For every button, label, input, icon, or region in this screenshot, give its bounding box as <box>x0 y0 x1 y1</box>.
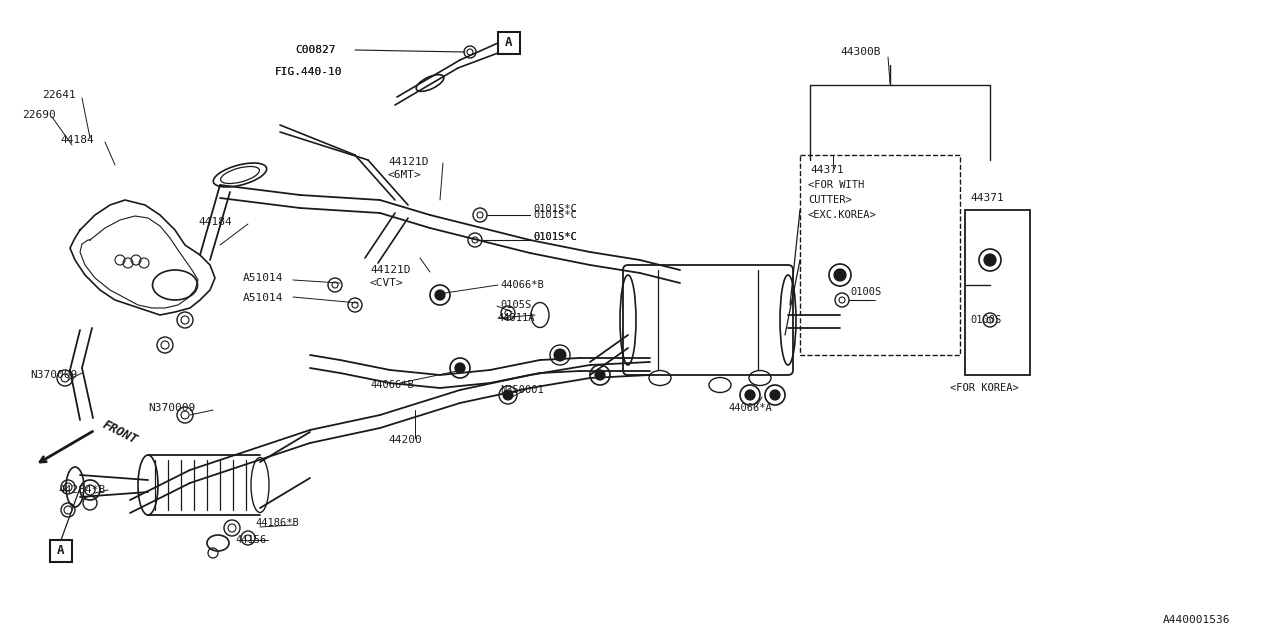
Text: C00827: C00827 <box>294 45 335 55</box>
Text: N370009: N370009 <box>29 370 77 380</box>
Text: 44371: 44371 <box>810 165 844 175</box>
Bar <box>50 540 72 562</box>
Text: 0101S*C: 0101S*C <box>532 210 577 220</box>
Text: FIG.440-10: FIG.440-10 <box>275 67 343 77</box>
Text: 0100S: 0100S <box>850 287 881 297</box>
Text: <EXC.KOREA>: <EXC.KOREA> <box>808 210 877 220</box>
Circle shape <box>835 269 846 281</box>
Bar <box>498 32 520 54</box>
Text: 22690: 22690 <box>22 110 56 120</box>
Text: 44066*B: 44066*B <box>370 380 413 390</box>
Text: 44284*B: 44284*B <box>58 485 105 495</box>
Text: 0105S: 0105S <box>500 300 531 310</box>
Text: 44200: 44200 <box>388 435 421 445</box>
Text: N370009: N370009 <box>148 403 196 413</box>
Circle shape <box>454 363 465 373</box>
Circle shape <box>435 290 445 300</box>
Text: <FOR WITH: <FOR WITH <box>808 180 864 190</box>
Text: 44184: 44184 <box>60 135 93 145</box>
Text: 44184: 44184 <box>198 217 232 227</box>
Bar <box>800 155 960 355</box>
Text: 44066*A: 44066*A <box>728 403 772 413</box>
Circle shape <box>503 390 513 400</box>
Circle shape <box>984 254 996 266</box>
Text: 44371: 44371 <box>970 193 1004 203</box>
Circle shape <box>595 370 605 380</box>
Text: 44121D: 44121D <box>388 157 429 167</box>
Text: <CVT>: <CVT> <box>370 278 403 288</box>
Text: <FOR KOREA>: <FOR KOREA> <box>950 383 1019 393</box>
Text: A51014: A51014 <box>243 273 283 283</box>
Text: 44066*B: 44066*B <box>500 280 544 290</box>
Text: 44156: 44156 <box>236 535 266 545</box>
Text: FRONT: FRONT <box>100 418 140 446</box>
Text: 22641: 22641 <box>42 90 76 100</box>
Text: A: A <box>58 545 65 557</box>
Text: A51014: A51014 <box>243 293 283 303</box>
Text: 0101S*C: 0101S*C <box>532 204 577 214</box>
Text: <6MT>: <6MT> <box>388 170 421 180</box>
Text: C00827: C00827 <box>294 45 335 55</box>
Text: A: A <box>506 36 513 49</box>
Circle shape <box>745 390 755 400</box>
Text: 0100S: 0100S <box>970 315 1001 325</box>
Text: 0101S*C: 0101S*C <box>532 232 577 242</box>
Text: 44011A: 44011A <box>497 313 535 323</box>
Text: FIG.440-10: FIG.440-10 <box>275 67 343 77</box>
Text: 44300B: 44300B <box>840 47 881 57</box>
Text: CUTTER>: CUTTER> <box>808 195 851 205</box>
Text: A440001536: A440001536 <box>1162 615 1230 625</box>
Text: 44186*B: 44186*B <box>255 518 298 528</box>
Text: 0101S*C: 0101S*C <box>532 232 577 242</box>
Circle shape <box>771 390 780 400</box>
Text: 44121D: 44121D <box>370 265 411 275</box>
Circle shape <box>554 349 566 361</box>
Bar <box>965 210 1030 375</box>
Text: N350001: N350001 <box>500 385 544 395</box>
